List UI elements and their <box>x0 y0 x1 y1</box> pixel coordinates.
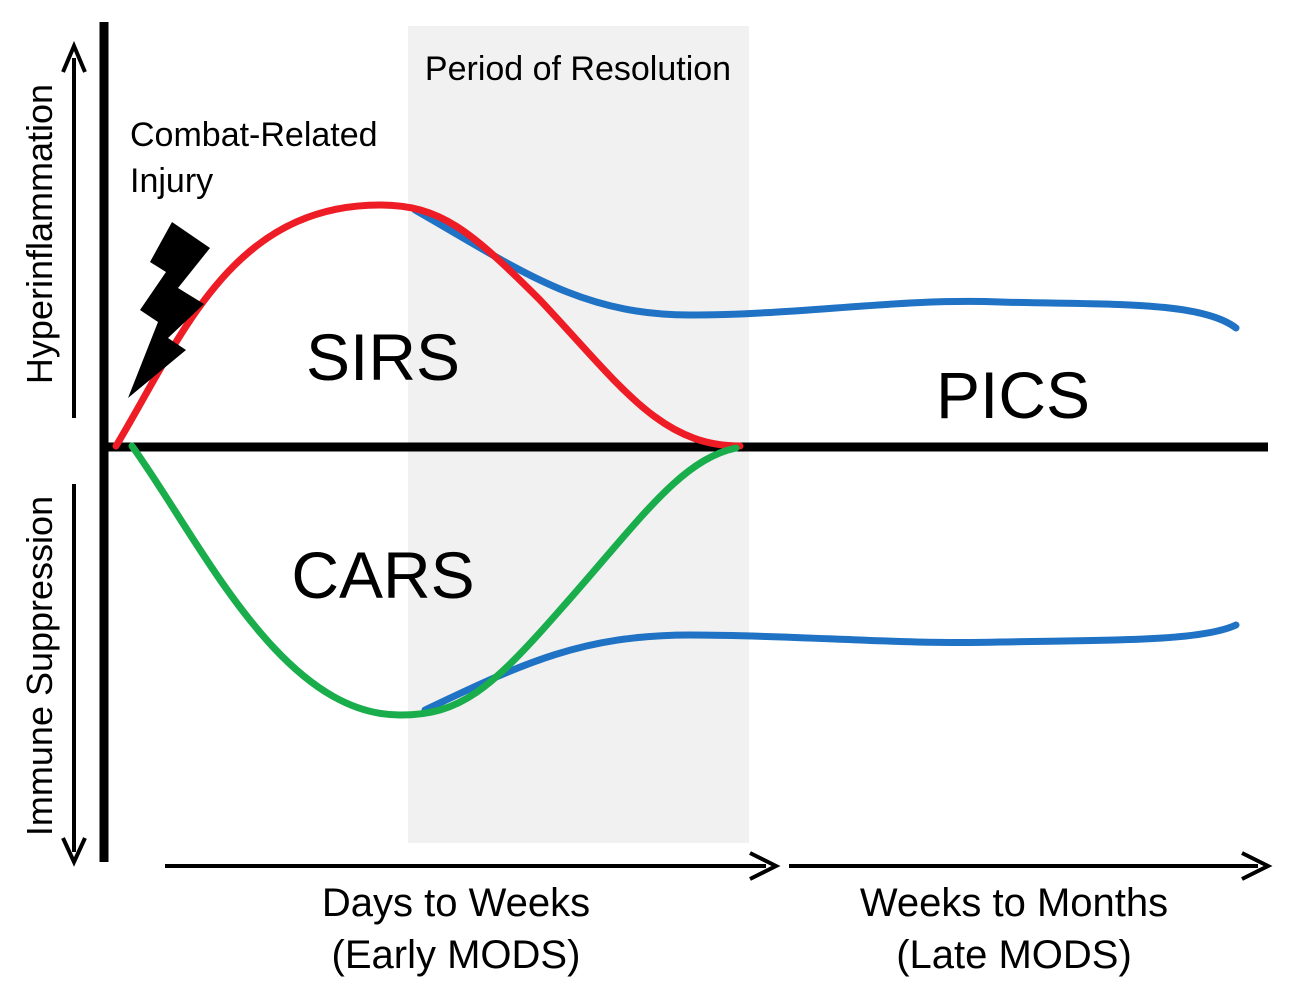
y-axis-lower-label: Immune Suppression <box>19 496 60 836</box>
cars-label: CARS <box>291 538 474 612</box>
sirs-label: SIRS <box>306 320 460 394</box>
cars-curve <box>128 442 740 719</box>
lightning-bolt-icon <box>128 222 210 398</box>
late-phase-line1: Weeks to Months <box>860 881 1168 925</box>
y-axis-upper-label: Hyperinflammation <box>19 84 60 384</box>
pics-upper-curve <box>411 206 1240 332</box>
pics-label: PICS <box>936 358 1090 432</box>
immune-suppression-arrow <box>61 484 87 867</box>
injury-label-line1: Combat-Related <box>130 116 378 154</box>
early-phase-arrow <box>165 851 781 881</box>
resolution-band <box>408 26 749 843</box>
early-phase-line2: (Early MODS) <box>332 933 581 977</box>
late-phase-arrow <box>789 851 1273 881</box>
injury-label-line2: Injury <box>130 162 213 200</box>
early-phase-line1: Days to Weeks <box>322 881 590 925</box>
pics-lower-curve <box>421 621 1240 714</box>
late-phase-line2: (Late MODS) <box>896 933 1132 977</box>
resolution-label: Period of Resolution <box>425 50 731 88</box>
hyperinflammation-arrow <box>61 40 87 418</box>
